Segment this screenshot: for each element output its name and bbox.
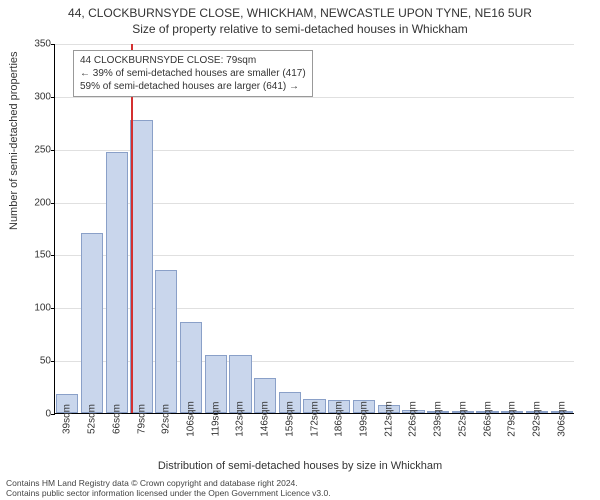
xtick-label: 79sqm [136, 404, 147, 434]
bar-slot: 92sqm [154, 44, 179, 413]
xtick-label: 106sqm [185, 401, 196, 437]
ytick-label: 0 [45, 409, 51, 420]
xtick-label: 279sqm [507, 401, 518, 437]
histogram-chart: 44 CLOCKBURNSYDE CLOSE: 79sqm ← 39% of s… [54, 44, 574, 414]
bar-slot: 306sqm [549, 44, 574, 413]
footer-attribution: Contains HM Land Registry data © Crown c… [6, 478, 594, 498]
bar-slot: 159sqm [277, 44, 302, 413]
bar-slot: 226sqm [401, 44, 426, 413]
xtick-label: 119sqm [210, 402, 221, 437]
xtick-label: 39sqm [62, 404, 73, 434]
histogram-bar [81, 233, 103, 413]
xtick-label: 66sqm [111, 404, 122, 434]
bar-slot: 172sqm [302, 44, 327, 413]
xtick-label: 199sqm [358, 401, 369, 437]
bar-slot: 106sqm [179, 44, 204, 413]
histogram-bar [180, 322, 202, 413]
bar-slot: 212sqm [376, 44, 401, 413]
xtick-label: 252sqm [457, 401, 468, 437]
footer-line: Contains HM Land Registry data © Crown c… [6, 478, 594, 488]
bar-slot: 239sqm [426, 44, 451, 413]
xtick-label: 292sqm [532, 401, 543, 437]
annotation-box: 44 CLOCKBURNSYDE CLOSE: 79sqm ← 39% of s… [73, 50, 313, 97]
page-subtitle: Size of property relative to semi-detach… [0, 20, 600, 36]
bar-slot: 132sqm [228, 44, 253, 413]
bar-slot: 39sqm [55, 44, 80, 413]
bar-slot: 119sqm [203, 44, 228, 413]
bars-container: 39sqm52sqm66sqm79sqm92sqm106sqm119sqm132… [55, 44, 574, 413]
x-axis-title: Distribution of semi-detached houses by … [0, 460, 600, 472]
ytick-label: 200 [34, 197, 51, 208]
reference-line [131, 44, 133, 413]
xtick-label: 146sqm [260, 401, 271, 437]
xtick-label: 212sqm [383, 401, 394, 437]
bar-slot: 79sqm [129, 44, 154, 413]
xtick-label: 159sqm [284, 401, 295, 437]
ytick-label: 350 [34, 39, 51, 50]
xtick-label: 266sqm [482, 401, 493, 437]
bar-slot: 252sqm [451, 44, 476, 413]
ytick-label: 150 [34, 250, 51, 261]
ytick-label: 250 [34, 144, 51, 155]
ytick-mark [51, 414, 55, 415]
xtick-label: 306sqm [556, 401, 567, 437]
bar-slot: 199sqm [352, 44, 377, 413]
bar-slot: 52sqm [80, 44, 105, 413]
page-address: 44, CLOCKBURNSYDE CLOSE, WHICKHAM, NEWCA… [0, 0, 600, 20]
ytick-label: 300 [34, 91, 51, 102]
histogram-bar [130, 120, 152, 413]
annotation-line: ← 39% of semi-detached houses are smalle… [80, 67, 306, 80]
bar-slot: 186sqm [327, 44, 352, 413]
histogram-bar [106, 152, 128, 413]
xtick-label: 132sqm [235, 401, 246, 437]
bar-slot: 146sqm [253, 44, 278, 413]
xtick-label: 52sqm [87, 404, 98, 434]
ytick-label: 100 [34, 303, 51, 314]
ytick-label: 50 [40, 356, 51, 367]
xtick-label: 186sqm [334, 401, 345, 437]
xtick-label: 226sqm [408, 401, 419, 437]
bar-slot: 279sqm [500, 44, 525, 413]
histogram-bar [155, 270, 177, 413]
bar-slot: 292sqm [525, 44, 550, 413]
bar-slot: 66sqm [104, 44, 129, 413]
annotation-line: 59% of semi-detached houses are larger (… [80, 80, 306, 93]
footer-line: Contains public sector information licen… [6, 488, 594, 498]
annotation-line: 44 CLOCKBURNSYDE CLOSE: 79sqm [80, 54, 306, 67]
bar-slot: 266sqm [475, 44, 500, 413]
xtick-label: 239sqm [433, 401, 444, 437]
y-axis-title: Number of semi-detached properties [8, 51, 20, 230]
xtick-label: 172sqm [309, 401, 320, 437]
xtick-label: 92sqm [161, 404, 172, 434]
